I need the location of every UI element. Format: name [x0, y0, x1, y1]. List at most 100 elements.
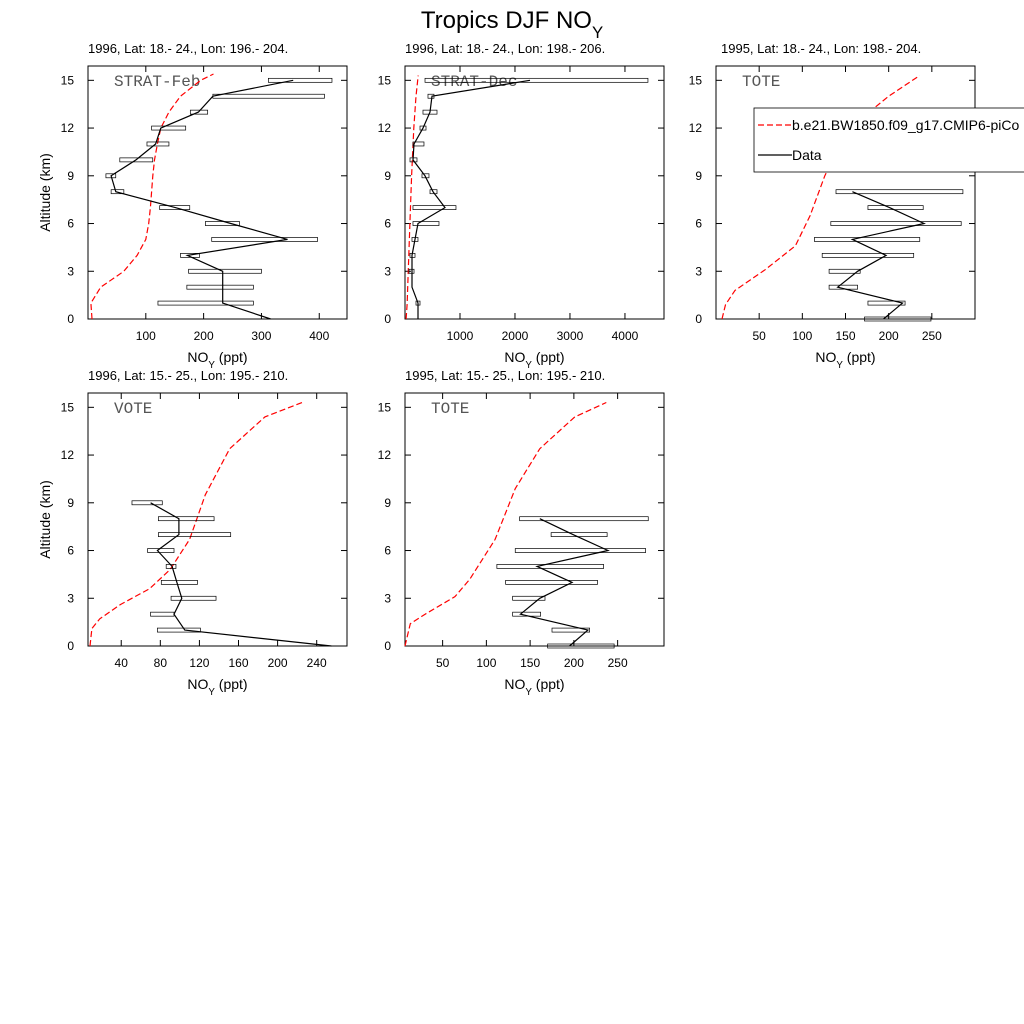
x-tick-label: 80: [154, 656, 168, 670]
x-tick-label: 150: [835, 329, 855, 343]
range-box: [188, 268, 262, 274]
data-line: [519, 518, 610, 647]
legend-box: [753, 107, 1024, 173]
y-tick-label: 6: [695, 217, 702, 231]
x-axis-label-part: NO: [815, 349, 836, 365]
range-box: [160, 580, 198, 585]
panel-subtitle: 1995, Lat: 15.- 25., Lon: 195.- 210.: [405, 368, 605, 383]
range-box: [830, 221, 962, 226]
range-box: [146, 141, 170, 147]
y-axis-label: Altitude (km): [37, 153, 53, 232]
range-box: [864, 316, 932, 322]
x-tick-label: 300: [251, 329, 271, 343]
y-tick-label: 3: [67, 591, 74, 605]
y-tick-label: 9: [384, 496, 391, 510]
y-tick-label: 15: [61, 400, 75, 414]
legend-label: b.e21.BW1850.f09_g17.CMIP6-piCo: [792, 117, 1019, 133]
x-axis-label-part: (ppt): [215, 349, 248, 365]
range-box: [551, 627, 590, 633]
y-tick-label: 9: [695, 169, 702, 183]
range-box: [151, 125, 187, 131]
y-tick-label: 15: [378, 400, 392, 414]
range-box: [186, 284, 254, 290]
y-tick-label: 0: [695, 312, 702, 326]
y-tick-label: 6: [384, 217, 391, 231]
y-tick-label: 6: [67, 217, 74, 231]
y-tick-label: 12: [378, 448, 392, 462]
y-tick-label: 6: [384, 544, 391, 558]
range-box: [147, 548, 175, 553]
range-box: [867, 205, 924, 210]
x-axis-label: NOY (ppt): [504, 349, 564, 371]
x-tick-label: 250: [608, 656, 628, 670]
range-box: [821, 253, 915, 258]
x-axis-label-part: (ppt): [532, 676, 565, 692]
range-box: [505, 580, 598, 585]
model-line: [90, 73, 214, 320]
data-line: [411, 79, 531, 319]
panel-annotation: TOTE: [431, 400, 469, 418]
y-tick-label: 15: [378, 73, 392, 87]
panel-subtitle: 1995, Lat: 18.- 24., Lon: 198.- 204.: [721, 41, 921, 56]
range-box: [211, 237, 318, 242]
x-tick-label: 3000: [557, 329, 584, 343]
x-axis-label-part: Y: [208, 687, 215, 698]
x-tick-label: 2000: [502, 329, 529, 343]
range-box: [412, 205, 457, 210]
x-tick-label: 50: [752, 329, 766, 343]
y-tick-label: 9: [67, 169, 74, 183]
range-box: [412, 141, 425, 147]
x-axis-label-part: NO: [187, 676, 208, 692]
range-box: [429, 189, 438, 195]
range-box: [514, 548, 646, 553]
range-box: [119, 157, 154, 163]
y-tick-label: 0: [384, 639, 391, 653]
y-tick-label: 12: [61, 121, 75, 135]
y-tick-label: 15: [689, 73, 703, 87]
x-tick-label: 100: [476, 656, 496, 670]
range-box: [170, 595, 217, 601]
y-tick-label: 12: [61, 448, 75, 462]
model-line: [89, 401, 303, 647]
y-tick-label: 12: [689, 121, 703, 135]
x-axis-label-part: (ppt): [843, 349, 876, 365]
range-box: [158, 532, 232, 537]
x-tick-label: 400: [309, 329, 329, 343]
y-tick-label: 0: [384, 312, 391, 326]
data-line: [836, 191, 926, 320]
x-axis-label-part: Y: [525, 687, 532, 698]
y-tick-label: 15: [61, 73, 75, 87]
y-tick-label: 9: [384, 169, 391, 183]
range-box: [212, 93, 325, 99]
data-line: [110, 79, 294, 320]
range-box: [189, 109, 209, 115]
range-box: [131, 500, 163, 506]
y-tick-label: 0: [67, 639, 74, 653]
x-tick-label: 40: [115, 656, 129, 670]
range-box: [547, 643, 615, 649]
x-tick-label: 50: [436, 656, 450, 670]
panel-subtitle: 1996, Lat: 15.- 25., Lon: 195.- 210.: [88, 368, 288, 383]
plot-frame: [87, 65, 348, 320]
x-tick-label: 120: [189, 656, 209, 670]
x-axis-label-part: Y: [208, 360, 215, 371]
panel-annotation: TOTE: [742, 73, 780, 91]
x-axis-label-part: (ppt): [532, 349, 565, 365]
x-axis-label-part: Y: [836, 360, 843, 371]
range-box: [150, 611, 175, 617]
x-axis-label-part: NO: [504, 349, 525, 365]
x-tick-label: 200: [194, 329, 214, 343]
x-tick-label: 150: [520, 656, 540, 670]
x-tick-label: 160: [228, 656, 248, 670]
x-tick-label: 250: [922, 329, 942, 343]
x-axis-label-part: NO: [187, 349, 208, 365]
y-tick-label: 9: [67, 496, 74, 510]
range-box: [105, 173, 117, 179]
y-tick-label: 12: [378, 121, 392, 135]
range-box: [180, 253, 200, 258]
panel-subtitle: 1996, Lat: 18.- 24., Lon: 196.- 204.: [88, 41, 288, 56]
x-axis-label: NOY (ppt): [504, 676, 564, 698]
page-title: Tropics DJF NOY: [421, 7, 603, 42]
x-axis-label-part: (ppt): [215, 676, 248, 692]
